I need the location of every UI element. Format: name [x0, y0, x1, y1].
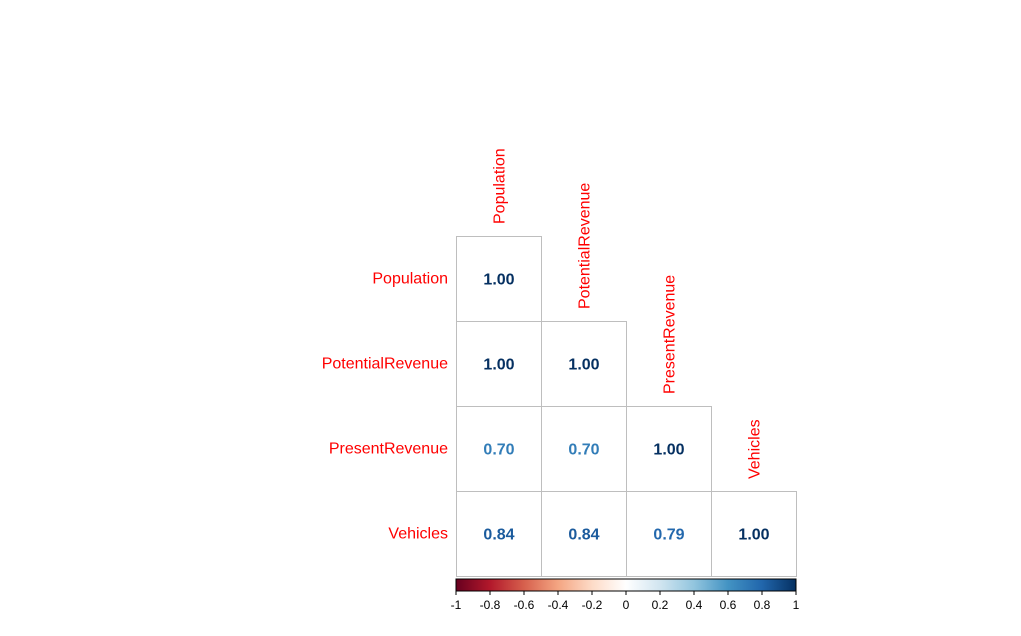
color-scale-bar	[455, 578, 797, 592]
legend-tick-label: -0.4	[548, 598, 569, 612]
cell-vehicles-population: 0.84	[456, 491, 542, 577]
legend-tick-label: 0.8	[754, 598, 771, 612]
cell-box	[456, 236, 542, 322]
legend-tick-label: -0.8	[480, 598, 501, 612]
color-legend: -1 -0.8 -0.6 -0.4 -0.2 0 0.2 0.4 0.6 0.8 1	[451, 578, 800, 612]
row-label-population: Population	[372, 271, 448, 288]
cell-population-population: 1.00	[456, 236, 542, 322]
legend-tick-label: 0	[623, 598, 630, 612]
cell-box	[626, 491, 712, 577]
matrix-cells: 1.00 1.00 1.00 0.70 0.70 1.00 0.84 0.84 0.79 1.00	[456, 236, 797, 577]
column-labels: Population PotentialRevenue PresentRevenue…	[492, 148, 764, 479]
cell-present-revenue-population: 0.70	[456, 406, 542, 492]
column-label-potential-revenue: PotentialRevenue	[577, 183, 594, 309]
cell-value: 1.00	[738, 527, 769, 544]
cell-box	[456, 321, 542, 407]
cell-value: 0.70	[483, 442, 514, 459]
cell-value: 0.70	[568, 442, 599, 459]
cell-value: 0.84	[483, 527, 514, 544]
column-label-present-revenue: PresentRevenue	[662, 275, 679, 394]
cell-box	[541, 321, 627, 407]
row-label-present-revenue: PresentRevenue	[329, 441, 448, 458]
row-label-vehicles: Vehicles	[388, 526, 448, 543]
cell-box	[456, 406, 542, 492]
legend-tick-label: 0.6	[720, 598, 737, 612]
cell-value: 1.00	[483, 272, 514, 289]
legend-tick-label: 0.4	[686, 598, 703, 612]
cell-present-revenue-potential-revenue: 0.70	[541, 406, 627, 492]
cell-box	[541, 406, 627, 492]
legend-tick-label: -1	[451, 598, 462, 612]
cell-box	[541, 491, 627, 577]
legend-tick-label: -0.6	[514, 598, 535, 612]
legend-tick-label: 0.2	[652, 598, 669, 612]
row-label-potential-revenue: PotentialRevenue	[322, 356, 448, 373]
column-label-population: Population	[492, 148, 509, 224]
cell-value: 1.00	[483, 357, 514, 374]
cell-value: 1.00	[568, 357, 599, 374]
column-label-vehicles: Vehicles	[747, 419, 764, 479]
cell-potential-revenue-population: 1.00	[456, 321, 542, 407]
cell-box	[711, 491, 797, 577]
cell-value: 0.79	[653, 527, 684, 544]
cell-value: 1.00	[653, 442, 684, 459]
cell-box	[456, 491, 542, 577]
color-scale-ticks: -1 -0.8 -0.6 -0.4 -0.2 0 0.2 0.4 0.6 0.8 1	[451, 591, 800, 612]
cell-value: 0.84	[568, 527, 599, 544]
cell-present-revenue-present-revenue: 1.00	[626, 406, 712, 492]
cell-vehicles-potential-revenue: 0.84	[541, 491, 627, 577]
cell-vehicles-present-revenue: 0.79	[626, 491, 712, 577]
cell-vehicles-vehicles: 1.00	[711, 491, 797, 577]
row-labels: Population PotentialRevenue PresentRevenue…	[322, 271, 448, 543]
cell-box	[626, 406, 712, 492]
legend-tick-label: -0.2	[582, 598, 603, 612]
legend-tick-label: 1	[793, 598, 800, 612]
cell-potential-revenue-potential-revenue: 1.00	[541, 321, 627, 407]
